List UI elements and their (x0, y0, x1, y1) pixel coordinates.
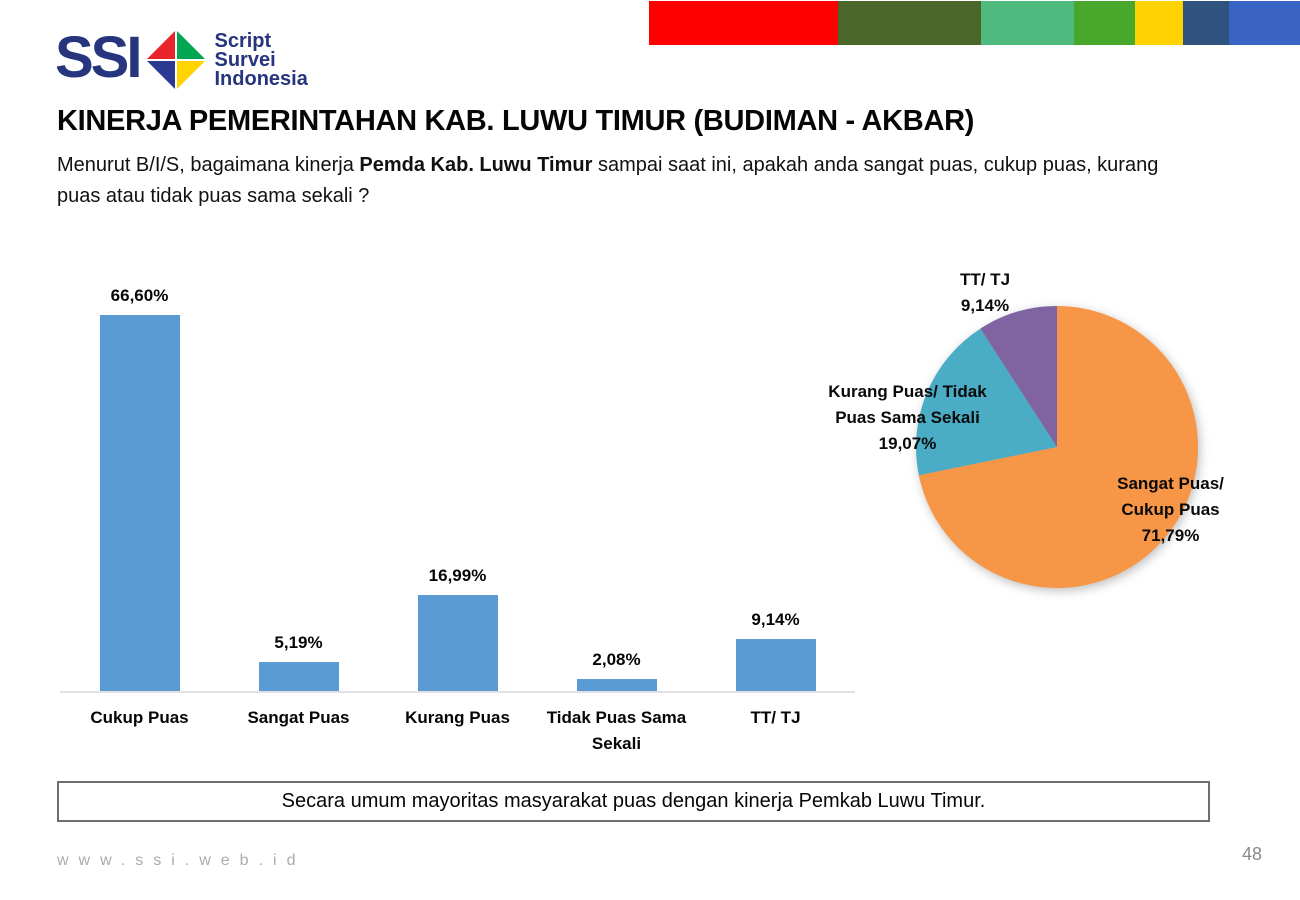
band-segment-2 (981, 1, 1074, 45)
page-number: 48 (1241, 844, 1262, 864)
page-title: KINERJA PEMERINTAHAN KAB. LUWU TIMUR (BU… (57, 105, 975, 137)
pie-chart (916, 306, 1199, 588)
bar-0 (99, 315, 180, 691)
question-bold: Pemda Kab. Luwu Timur (359, 154, 593, 176)
diamond-green (176, 31, 205, 59)
question-part2: sampai saat ini, apakah anda sangat puas… (592, 154, 1159, 176)
pie-slice-0 (918, 306, 1199, 588)
band-segment-3 (1074, 1, 1135, 45)
ssi-diamond-icon (146, 31, 205, 89)
logo-line-script: Script (214, 29, 272, 52)
bar-4 (735, 639, 816, 691)
bar-value-label-2: 16,99% (428, 566, 487, 585)
band-segment-4 (1135, 1, 1183, 45)
diamond-blue (146, 61, 175, 89)
bar-category-label-4: TT/ TJ (750, 708, 801, 727)
bar-category-label-2: Kurang Puas (405, 708, 510, 727)
band-segment-6 (1229, 1, 1300, 45)
bar-chart: 66,60% 5,19% 16,99% 2,08% 9,14% (60, 280, 855, 693)
pie-label-line: 19,07% (878, 434, 937, 453)
bar-categories: Cukup Puas Sangat Puas Kurang Puas Tidak Pu… (60, 705, 855, 765)
conclusion-box: Secara umum mayoritas masyarakat puas de… (57, 781, 1210, 822)
color-band (649, 1, 1300, 45)
logo-subtext: Script Survei Indonesia (214, 29, 308, 90)
band-segment-5 (1183, 1, 1229, 45)
pie-slice-1 (916, 328, 1057, 476)
bar-category-label-3: Tidak Puas Sama Sekali (546, 708, 687, 753)
band-segment-1 (838, 1, 981, 45)
bar-value-label-3: 2,08% (592, 650, 641, 669)
pie-label-sangat-puas: Sangat Puas/Cukup Puas 71,79% (1093, 471, 1248, 549)
diamond-yellow (176, 61, 205, 89)
bar-1 (258, 662, 339, 691)
logo-ssi-text: SSI (55, 25, 142, 90)
ssi-logo: SSI Script Survei Indonesia (55, 24, 308, 92)
bar-value-label-4: 9,14% (751, 610, 800, 629)
band-segment-0 (649, 1, 838, 45)
pie-label-line: Sangat Puas/ (1117, 474, 1224, 493)
logo-line-indonesia: Indonesia (214, 67, 308, 90)
question-line2: puas atau tidak puas sama sekali ? (57, 185, 370, 207)
pie-label-line: 9,14% (960, 296, 1010, 315)
bar-value-label-1: 5,19% (274, 633, 323, 652)
pie-label-line: Puas Sama Sekali (835, 408, 980, 427)
pie-label-line: 71,79% (1141, 526, 1200, 545)
bar-category-label-0: Cukup Puas (90, 708, 189, 727)
bar-value-label-0: 66,60% (110, 286, 169, 305)
pie-label-tt-tj: TT/ TJ 9,14% (925, 267, 1045, 319)
website-url: www.ssi.web.id (57, 852, 306, 869)
logo-line-survei: Survei (214, 48, 276, 71)
question-part1: Menurut B/I/S, bagaimana kinerja (57, 154, 360, 176)
pie-label-line: Cukup Puas (1121, 500, 1220, 519)
diamond-red (146, 31, 175, 59)
survey-question: Menurut B/I/S, bagaimana kinerja Pemda K… (57, 150, 1287, 212)
bar-3 (576, 679, 657, 691)
pie-slice-2 (980, 306, 1057, 447)
bar-2 (417, 595, 498, 691)
pie-label-line: Kurang Puas/ Tidak (828, 382, 987, 401)
pie-label-line: TT/ TJ (959, 270, 1011, 289)
pie-label-kurang-puas: Kurang Puas/ Tidak Puas Sama Sekali 19,07% (820, 379, 995, 457)
bar-category-label-1: Sangat Puas (247, 708, 350, 727)
